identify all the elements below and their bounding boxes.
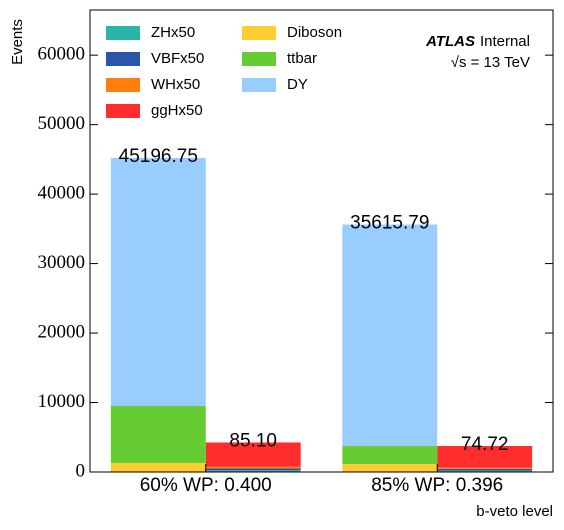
y-tick-label: 50000 (38, 113, 86, 134)
bar-segment (437, 468, 533, 471)
bar-segment (205, 468, 301, 471)
y-tick-label: 0 (76, 460, 86, 481)
y-tick-label: 40000 (38, 182, 86, 203)
legend-label: ttbar (287, 50, 317, 67)
y-tick-label: 60000 (38, 44, 86, 65)
bar-segment (205, 466, 301, 469)
total-label: 45196.75 (119, 146, 198, 167)
legend-swatch (106, 104, 140, 118)
y-tick-label: 10000 (38, 391, 86, 412)
bar-segment (437, 470, 533, 472)
bar-segment (110, 462, 206, 472)
atlas-word: ATLAS (425, 33, 475, 50)
bar-segment (342, 464, 438, 472)
legend-swatch (242, 78, 276, 92)
legend-swatch (242, 26, 276, 40)
x-axis-label: b-veto level (476, 503, 553, 520)
bar-segment (110, 406, 206, 463)
legend-swatch (106, 26, 140, 40)
legend-label: ZHx50 (151, 24, 195, 41)
energy-label: √s = 13 TeV (451, 54, 530, 71)
plot-frame (89, 9, 554, 473)
x-tick-label: 60% WP: 0.400 (140, 475, 272, 496)
bar-segment (205, 442, 301, 467)
bar-segment (342, 445, 438, 465)
legend-label: WHx50 (151, 76, 200, 93)
legend-swatch (242, 52, 276, 66)
y-axis-label: Events (9, 19, 26, 65)
legend-label: VBFx50 (151, 50, 204, 67)
bar-segment (437, 446, 533, 468)
x-tick-label: 85% WP: 0.396 (371, 475, 503, 496)
legend-label: DY (287, 76, 308, 93)
legend-label: Diboson (287, 24, 342, 41)
y-tick-label: 30000 (38, 252, 86, 273)
legend-label: ggHx50 (151, 102, 203, 119)
total-label: 35615.79 (350, 213, 429, 234)
legend-swatch (106, 78, 140, 92)
bar-segment (110, 157, 206, 406)
bar-segment (205, 470, 301, 472)
total-label: 85.10 (229, 430, 277, 451)
bar-segment (437, 467, 533, 469)
y-tick-label: 20000 (38, 321, 86, 342)
atlas-label: ATLAS Internal (425, 33, 530, 50)
bar-segment (342, 224, 438, 446)
legend-swatch (106, 52, 140, 66)
atlas-status: Internal (480, 33, 530, 50)
total-label: 74.72 (461, 434, 509, 455)
